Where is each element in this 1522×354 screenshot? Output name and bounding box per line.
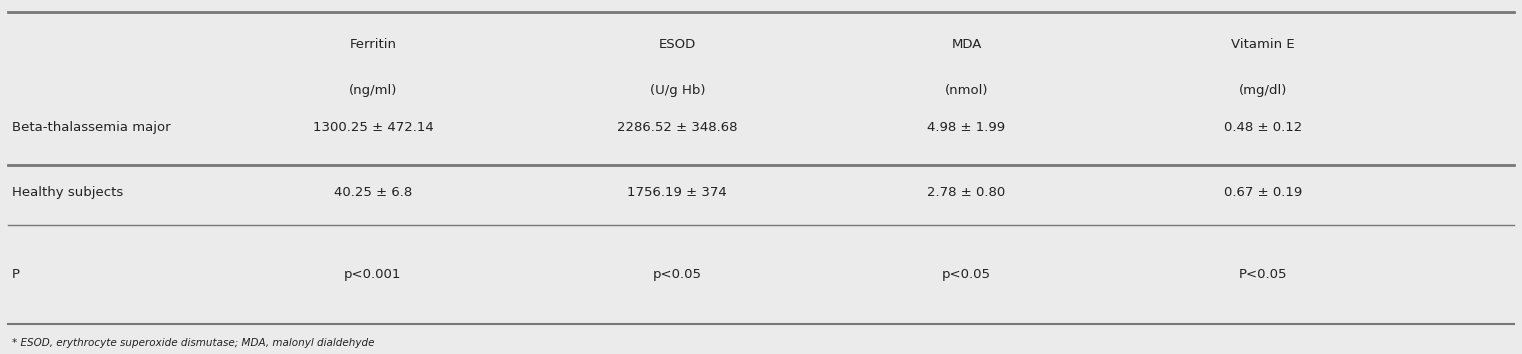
Text: * ESOD, erythrocyte superoxide dismutase; MDA, malonyl dialdehyde: * ESOD, erythrocyte superoxide dismutase… (12, 338, 374, 348)
Text: (U/g Hb): (U/g Hb) (650, 84, 705, 97)
Text: P<0.05: P<0.05 (1239, 268, 1288, 281)
Text: MDA: MDA (951, 38, 982, 51)
Text: p<0.05: p<0.05 (653, 268, 702, 281)
Text: Healthy subjects: Healthy subjects (12, 187, 123, 199)
Text: (mg/dl): (mg/dl) (1239, 84, 1288, 97)
Text: Ferritin: Ferritin (350, 38, 396, 51)
Text: 40.25 ± 6.8: 40.25 ± 6.8 (333, 187, 412, 199)
Text: 1756.19 ± 374: 1756.19 ± 374 (627, 187, 728, 199)
Text: P: P (12, 268, 20, 281)
Text: 4.98 ± 1.99: 4.98 ± 1.99 (927, 121, 1006, 134)
Text: p<0.001: p<0.001 (344, 268, 402, 281)
Text: 0.67 ± 0.19: 0.67 ± 0.19 (1224, 187, 1303, 199)
Text: 2286.52 ± 348.68: 2286.52 ± 348.68 (616, 121, 738, 134)
Text: 1300.25 ± 472.14: 1300.25 ± 472.14 (312, 121, 434, 134)
Text: Vitamin E: Vitamin E (1231, 38, 1295, 51)
Text: ESOD: ESOD (659, 38, 696, 51)
Text: (ng/ml): (ng/ml) (349, 84, 397, 97)
Text: 2.78 ± 0.80: 2.78 ± 0.80 (927, 187, 1006, 199)
Text: 0.48 ± 0.12: 0.48 ± 0.12 (1224, 121, 1303, 134)
Text: p<0.05: p<0.05 (942, 268, 991, 281)
Text: Beta-thalassemia major: Beta-thalassemia major (12, 121, 170, 134)
Text: (nmol): (nmol) (945, 84, 988, 97)
